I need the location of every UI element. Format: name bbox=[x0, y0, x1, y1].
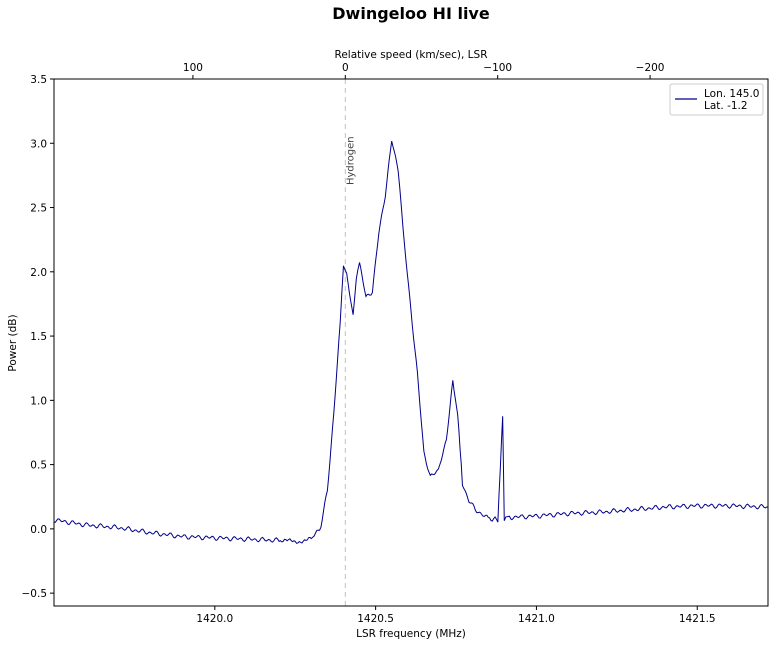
y-tick-label: −0.5 bbox=[22, 588, 48, 600]
x-tick-label: 1420.0 bbox=[196, 613, 233, 625]
y-tick-label: 3.5 bbox=[30, 74, 47, 86]
y-axis-label: Power (dB) bbox=[7, 314, 19, 371]
y-tick-label: 0.5 bbox=[30, 460, 47, 472]
x-tick-label: 1421.0 bbox=[518, 613, 555, 625]
y-tick-label: 3.0 bbox=[30, 138, 47, 150]
y-tick-label: 2.0 bbox=[30, 267, 47, 279]
top-tick-label: −200 bbox=[636, 62, 665, 74]
legend-box bbox=[669, 83, 764, 116]
top-tick-label: 0 bbox=[342, 62, 349, 74]
series-line bbox=[53, 140, 769, 544]
legend-label-lon: Lon. 145.0 bbox=[704, 88, 759, 100]
x-axis-label: LSR frequency (MHz) bbox=[356, 628, 466, 640]
series-layer bbox=[53, 140, 769, 544]
legend-label-lat: Lat. -1.2 bbox=[704, 100, 748, 112]
y-tick-label: 1.0 bbox=[30, 395, 47, 407]
legend: Lon. 145.0 Lat. -1.2 bbox=[669, 83, 764, 116]
y-tick-label: 2.5 bbox=[30, 203, 47, 215]
top-tick-label: 100 bbox=[183, 62, 203, 74]
y-tick-label: 1.5 bbox=[30, 331, 47, 343]
chart-title: Dwingeloo HI live bbox=[332, 4, 490, 23]
x-tick-label: 1420.5 bbox=[357, 613, 394, 625]
ticks-layer: 1420.0 1420.5 1421.0 1421.5 −0.5 0.0 0.5 1.0 1.5… bbox=[22, 62, 716, 625]
x-tick-label: 1421.5 bbox=[679, 613, 716, 625]
plot-frame bbox=[53, 78, 769, 607]
top-tick-label: −100 bbox=[483, 62, 512, 74]
top-axis-label: Relative speed (km/sec), LSR bbox=[335, 49, 488, 61]
hydrogen-annotation: Hydrogen bbox=[345, 136, 356, 185]
y-tick-label: 0.0 bbox=[30, 524, 47, 536]
